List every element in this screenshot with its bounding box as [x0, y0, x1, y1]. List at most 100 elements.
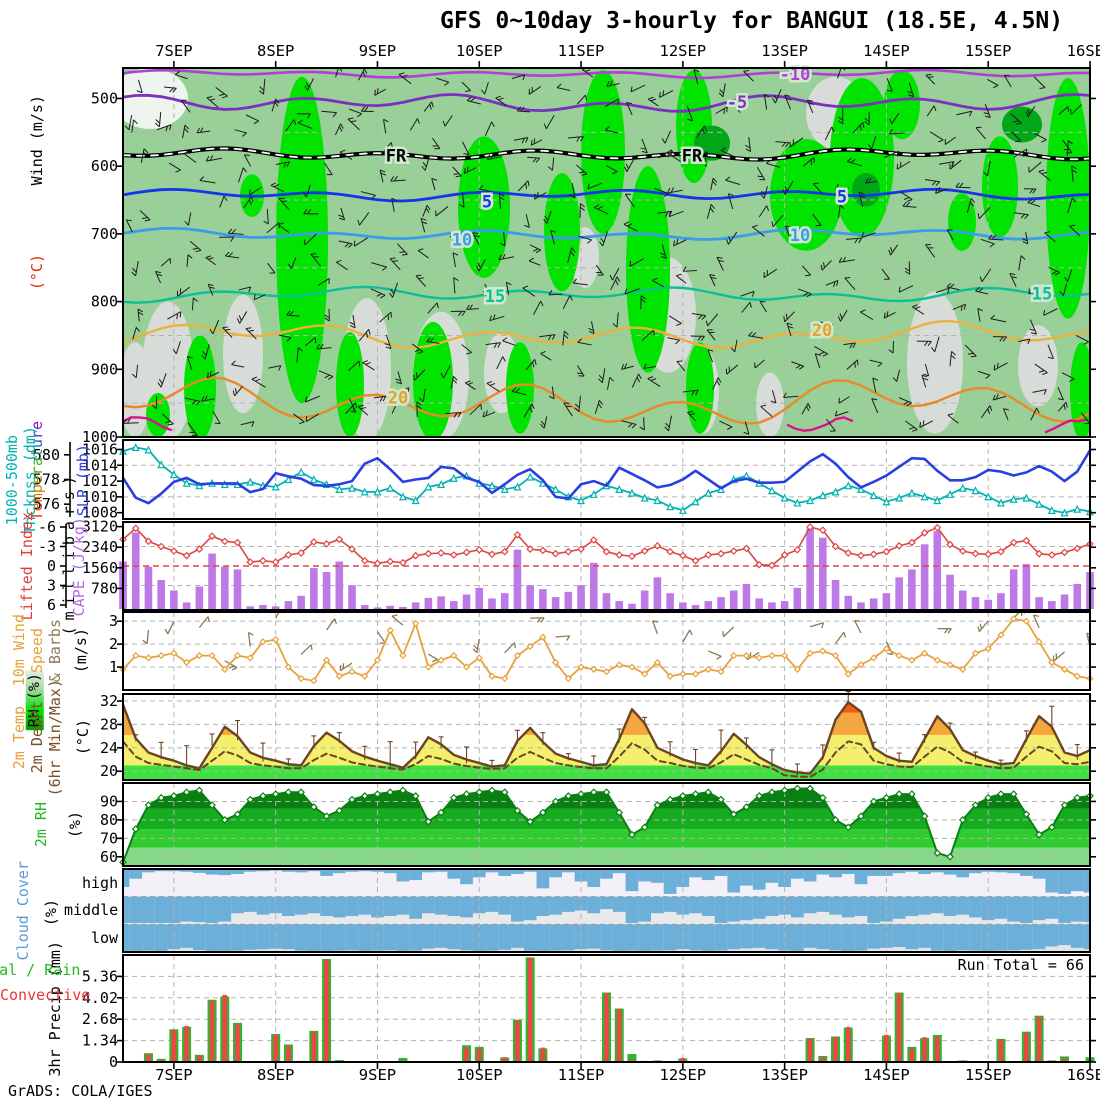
- svg-text:13SEP: 13SEP: [761, 1066, 808, 1084]
- svg-text:80: 80: [100, 811, 118, 829]
- svg-text:13SEP: 13SEP: [761, 42, 808, 60]
- svg-text:800: 800: [91, 293, 118, 311]
- svg-text:-3: -3: [38, 538, 56, 556]
- svg-text:7SEP: 7SEP: [155, 42, 192, 60]
- svg-text:11SEP: 11SEP: [558, 1066, 605, 1084]
- run-total-label: Run Total = 66: [958, 956, 1084, 974]
- svg-text:5: 5: [482, 192, 492, 212]
- label-cloud-cover: Cloud Cover: [14, 860, 32, 960]
- label-cloud-high: high: [82, 873, 119, 892]
- page-title: GFS 0~10day 3-hourly for BANGUI (18.5E, …: [440, 8, 1064, 34]
- svg-text:-6: -6: [38, 518, 56, 536]
- svg-text:1.34: 1.34: [82, 1032, 118, 1050]
- label-pct-cloud: (%): [42, 898, 60, 926]
- svg-text:1: 1: [109, 658, 118, 676]
- svg-text:3: 3: [47, 577, 56, 595]
- panel-2m-temp: 20 24 28 32: [100, 690, 1096, 781]
- svg-text:15SEP: 15SEP: [965, 1066, 1012, 1084]
- label-degc-2m: (°C): [74, 719, 92, 756]
- svg-text:14SEP: 14SEP: [863, 1066, 910, 1084]
- svg-text:32: 32: [100, 692, 118, 710]
- svg-text:5.36: 5.36: [82, 967, 118, 985]
- svg-text:3120: 3120: [82, 518, 118, 536]
- svg-text:576: 576: [33, 495, 60, 513]
- svg-text:2340: 2340: [82, 538, 118, 556]
- label-wind-ms: Wind (m/s): [28, 95, 46, 186]
- svg-text:10: 10: [452, 230, 472, 250]
- svg-text:6: 6: [47, 596, 56, 614]
- panel-upper-air: -10 -5 FR FR 5 5 10 10 15 15 20 20 500 600 700 800 900 10…: [82, 42, 1100, 446]
- svg-text:24: 24: [100, 739, 118, 757]
- panel-precip: Run Total = 66 0 1.34 2.68 4.02 5.36 7SEP 8SEP 9…: [82, 954, 1100, 1084]
- svg-text:16SEP: 16SEP: [1067, 1066, 1100, 1084]
- grads-credit: GrADS: COLA/IGES: [8, 1082, 153, 1100]
- svg-text:11SEP: 11SEP: [558, 42, 605, 60]
- label-2m-temp: 2m Temp: [10, 705, 28, 769]
- label-slp: SLP (mb): [74, 444, 92, 517]
- svg-text:10SEP: 10SEP: [456, 42, 503, 60]
- label-10m-wind: 10m Wind: [10, 614, 28, 687]
- svg-text:20: 20: [100, 762, 118, 780]
- svg-text:15: 15: [485, 287, 505, 307]
- svg-text:14SEP: 14SEP: [863, 42, 910, 60]
- label-cape: CAPE (J/kg): [70, 516, 88, 616]
- svg-text:FR: FR: [682, 146, 703, 166]
- svg-text:15: 15: [1032, 284, 1052, 304]
- svg-text:20: 20: [812, 321, 832, 341]
- svg-text:20: 20: [388, 389, 408, 409]
- svg-text:0: 0: [109, 1053, 118, 1071]
- label-degc: (°C): [28, 254, 46, 291]
- label-ms: (m/s): [72, 627, 90, 673]
- svg-text:10SEP: 10SEP: [456, 1066, 503, 1084]
- label-lifted-index: Lifted Index: [18, 512, 36, 621]
- panel-10m-wind: 1 2 3: [109, 611, 1096, 691]
- svg-text:16SEP: 16SEP: [1067, 42, 1100, 60]
- svg-text:8SEP: 8SEP: [257, 42, 294, 60]
- svg-text:4.02: 4.02: [82, 989, 118, 1007]
- svg-text:8SEP: 8SEP: [257, 1066, 294, 1084]
- label-2m-dewpt: 2m DewPt: [28, 701, 46, 774]
- svg-text:2.68: 2.68: [82, 1010, 118, 1028]
- svg-text:578: 578: [33, 471, 60, 489]
- svg-text:70: 70: [100, 829, 118, 847]
- label-total-rain: Total / Rain: [0, 960, 81, 979]
- label-barbs: & Barbs: [46, 618, 64, 682]
- svg-text:1014: 1014: [82, 456, 118, 474]
- svg-text:90: 90: [100, 792, 118, 810]
- svg-text:500: 500: [91, 89, 118, 107]
- svg-text:1560: 1560: [82, 559, 118, 577]
- svg-text:60: 60: [100, 848, 118, 866]
- svg-text:5: 5: [837, 188, 847, 208]
- label-pct-rh: (%): [66, 810, 84, 838]
- label-cloud-low: low: [91, 928, 119, 947]
- svg-text:9SEP: 9SEP: [359, 1066, 396, 1084]
- svg-text:-5: -5: [727, 93, 747, 113]
- label-cloud-middle: middle: [64, 900, 119, 919]
- svg-text:2: 2: [109, 635, 118, 653]
- svg-text:1008: 1008: [82, 504, 118, 522]
- label-convective: Convective: [0, 985, 91, 1004]
- svg-text:12SEP: 12SEP: [660, 1066, 707, 1084]
- svg-text:7SEP: 7SEP: [155, 1066, 192, 1084]
- svg-text:900: 900: [91, 360, 118, 378]
- svg-text:15SEP: 15SEP: [965, 42, 1012, 60]
- panel-cloud-cover: [122, 868, 1091, 953]
- panel-cape-li: 780 1560 2340 3120 -6 -30 36: [38, 518, 1096, 614]
- svg-text:1010: 1010: [82, 488, 118, 506]
- svg-text:10: 10: [790, 226, 810, 246]
- svg-text:1000: 1000: [82, 428, 118, 446]
- svg-text:1016: 1016: [82, 440, 118, 458]
- svg-text:-10: -10: [780, 65, 811, 85]
- svg-text:FR: FR: [386, 146, 407, 166]
- svg-text:12SEP: 12SEP: [660, 42, 707, 60]
- label-speed: Speed: [28, 627, 46, 673]
- label-2m-rh: 2m RH: [32, 801, 50, 847]
- svg-text:3: 3: [109, 612, 118, 630]
- svg-text:1012: 1012: [82, 472, 118, 490]
- svg-text:600: 600: [91, 157, 118, 175]
